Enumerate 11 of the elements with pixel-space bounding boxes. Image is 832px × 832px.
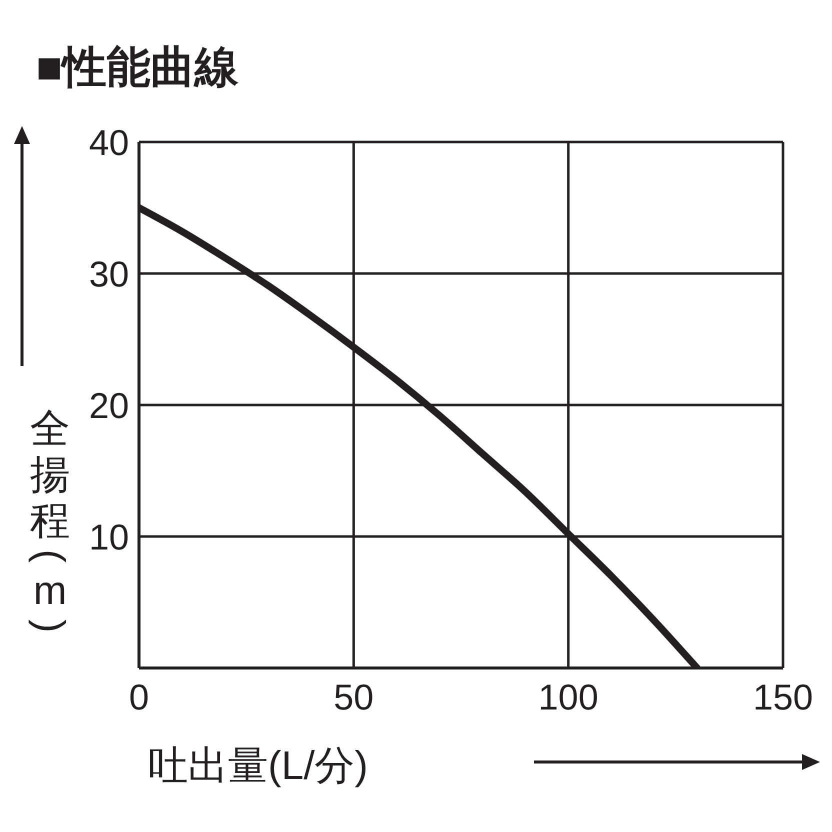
x-tick-label: 150 [752, 676, 814, 718]
y-axis-title: 全揚程(m) [27, 406, 73, 635]
x-axis-title: 吐出量(L/分) [148, 743, 368, 790]
y-tick-label: 40 [88, 122, 129, 163]
chart-title: ■性能曲線 [36, 42, 239, 94]
y-tick-label: 20 [88, 384, 129, 426]
x-tick-label: 100 [538, 676, 598, 718]
x-tick-label: 50 [334, 676, 374, 718]
y-tick-label: 30 [88, 253, 129, 294]
x-tick-label: 0 [128, 676, 150, 718]
y-tick-label: 10 [88, 516, 129, 558]
